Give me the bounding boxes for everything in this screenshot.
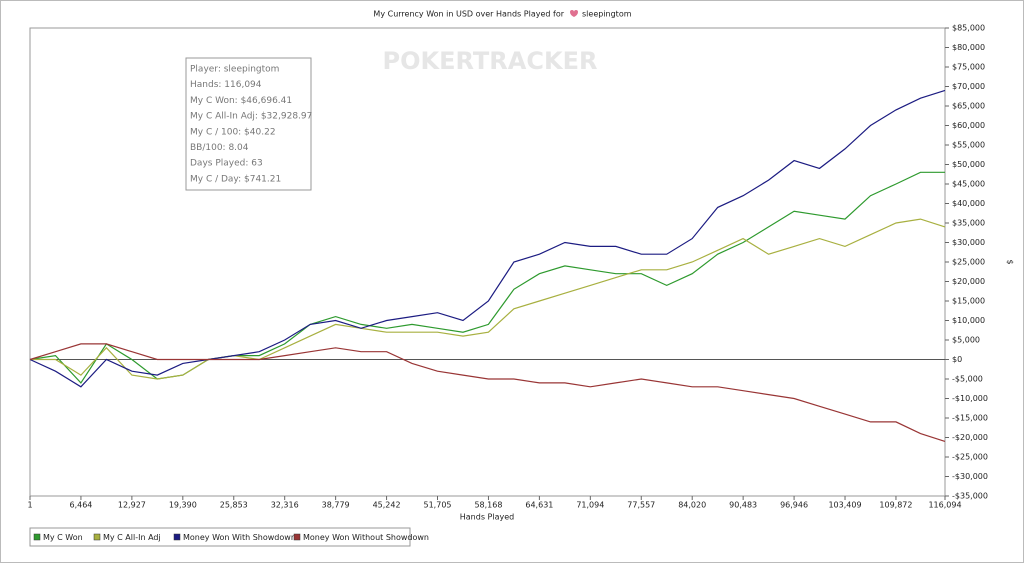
x-tick-label: 116,094 bbox=[928, 501, 961, 510]
chart-title-player: sleepingtom bbox=[582, 10, 632, 19]
info-line: My C All-In Adj: $32,928.97 bbox=[190, 112, 312, 122]
y-tick-label: $55,000 bbox=[952, 141, 985, 150]
x-tick-label: 38,779 bbox=[322, 501, 350, 510]
info-line: Hands: 116,094 bbox=[190, 80, 262, 90]
y-tick-label: $60,000 bbox=[952, 121, 985, 130]
y-tick-label: $30,000 bbox=[952, 238, 985, 247]
x-tick-label: 84,020 bbox=[678, 501, 706, 510]
info-line: My C Won: $46,696.41 bbox=[190, 96, 292, 106]
y-tick-label: $10,000 bbox=[952, 316, 985, 325]
series-line bbox=[29, 89, 946, 388]
legend-label: My C Won bbox=[43, 533, 83, 542]
x-tick-label: 64,631 bbox=[525, 501, 553, 510]
y-tick-label: $50,000 bbox=[952, 160, 985, 169]
legend bbox=[29, 527, 411, 547]
y-tick-label: -$30,000 bbox=[952, 472, 988, 481]
y-tick-label: $15,000 bbox=[952, 297, 985, 306]
x-tick-label: 25,853 bbox=[220, 501, 248, 510]
x-tick-label: 45,242 bbox=[373, 501, 401, 510]
y-tick-label: $80,000 bbox=[952, 43, 985, 52]
series-line bbox=[30, 218, 946, 380]
x-tick-label: 32,316 bbox=[271, 501, 299, 510]
info-line: My C / Day: $741.21 bbox=[190, 174, 281, 184]
y-tick-label: $25,000 bbox=[952, 258, 985, 267]
info-line: Days Played: 63 bbox=[190, 159, 263, 169]
y-tick-label: $65,000 bbox=[952, 102, 985, 111]
y-tick-label: -$15,000 bbox=[952, 414, 988, 423]
y-tick-label: $20,000 bbox=[952, 277, 985, 286]
legend-swatch bbox=[173, 533, 181, 541]
legend-label: Money Won With Showdown bbox=[183, 533, 296, 542]
x-tick-label: 77,557 bbox=[627, 501, 655, 510]
x-tick-label: 109,872 bbox=[879, 501, 912, 510]
legend-swatch bbox=[293, 533, 301, 541]
y-tick-label: -$25,000 bbox=[952, 453, 988, 462]
legend-label: Money Won Without Showdown bbox=[303, 533, 429, 542]
x-tick-label: 90,483 bbox=[729, 501, 757, 510]
y-tick-label: $75,000 bbox=[952, 63, 985, 72]
x-tick-label: 12,927 bbox=[118, 501, 146, 510]
info-line: My C / 100: $40.22 bbox=[190, 127, 276, 137]
y-tick-label: $40,000 bbox=[952, 199, 985, 208]
x-tick-label: 19,390 bbox=[169, 501, 197, 510]
x-tick-label: 6,464 bbox=[69, 501, 92, 510]
y-tick-label: $5,000 bbox=[952, 336, 980, 345]
x-tick-label: 1 bbox=[27, 501, 32, 510]
x-tick-label: 58,168 bbox=[474, 501, 502, 510]
player-icon bbox=[570, 10, 578, 17]
info-line: Player: sleepingtom bbox=[190, 65, 279, 75]
y-tick-label: $45,000 bbox=[952, 180, 985, 189]
info-line: BB/100: 8.04 bbox=[190, 143, 249, 153]
series-line bbox=[29, 343, 946, 442]
plot-area bbox=[29, 27, 946, 497]
y-tick-label: $35,000 bbox=[952, 219, 985, 228]
y-axis-label: $ bbox=[1006, 259, 1015, 264]
legend-label: My C All-In Adj bbox=[103, 533, 161, 542]
y-tick-label: -$35,000 bbox=[952, 492, 988, 501]
y-tick-label: $85,000 bbox=[952, 24, 985, 33]
y-tick-label: -$10,000 bbox=[952, 394, 988, 403]
x-tick-label: 71,094 bbox=[576, 501, 604, 510]
x-tick-label: 96,946 bbox=[780, 501, 808, 510]
watermark: POKERTRACKER bbox=[383, 47, 598, 75]
y-tick-label: -$5,000 bbox=[952, 375, 983, 384]
y-tick-label: $0 bbox=[952, 355, 962, 364]
y-tick-label: -$20,000 bbox=[952, 433, 988, 442]
x-tick-label: 103,409 bbox=[828, 501, 861, 510]
legend-swatch bbox=[93, 533, 101, 541]
info-box: Player: sleepingtom Hands: 116,094 My C Wo… bbox=[185, 57, 312, 191]
x-tick-label: 51,705 bbox=[424, 501, 452, 510]
legend-swatch bbox=[33, 533, 41, 541]
x-axis-label: Hands Played bbox=[460, 513, 514, 522]
chart-title: My Currency Won in USD over Hands Played… bbox=[373, 10, 564, 19]
info-box-frame bbox=[185, 57, 312, 191]
y-tick-label: $70,000 bbox=[952, 82, 985, 91]
